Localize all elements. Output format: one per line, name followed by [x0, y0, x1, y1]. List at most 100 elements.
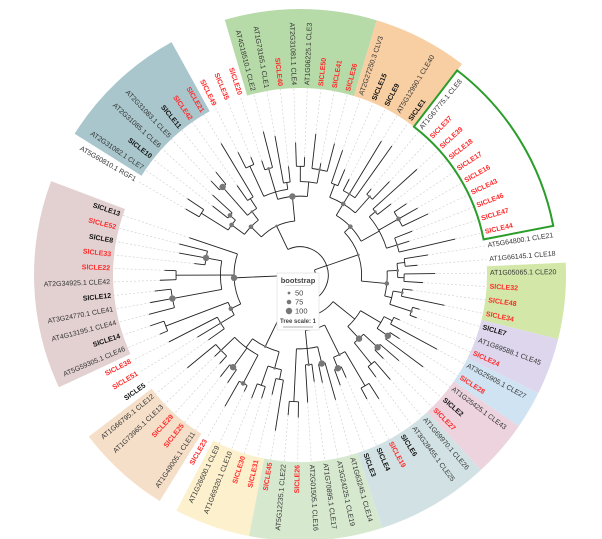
clade-band-clade-cle20	[481, 262, 566, 340]
branch	[287, 401, 290, 416]
leaf-label: AT1G06225.1 CLE3	[304, 22, 313, 85]
branch	[220, 314, 235, 324]
leaf-guide-line	[375, 376, 412, 426]
leaf-label: SlCLE35	[212, 72, 229, 101]
branch-arc	[245, 163, 255, 169]
branch-arc	[376, 316, 385, 329]
branch	[212, 194, 233, 214]
branch	[324, 362, 336, 400]
bootstrap-node	[368, 195, 372, 199]
branch	[185, 208, 200, 218]
branch	[306, 348, 310, 365]
leaf-guide-line	[342, 97, 361, 151]
leaf-guide-line	[436, 349, 465, 365]
branch	[326, 143, 335, 172]
leaf-guide-line	[412, 206, 475, 232]
branch	[242, 354, 259, 384]
bootstrap-legend: bootstrap 50 75 100 Tree scale: 1	[276, 272, 320, 331]
leaf-label: SlCLE26	[294, 465, 301, 494]
leaf-guide-line	[114, 254, 195, 264]
leaf-guide-line	[435, 272, 487, 274]
leaf-label: SlCLE43	[470, 178, 499, 197]
leaf-guide-line	[390, 379, 423, 417]
branch	[393, 290, 403, 294]
bootstrap-node	[169, 295, 176, 302]
highlight-box	[412, 68, 555, 241]
clade-band-clade-tdif	[33, 181, 131, 388]
clade-band-clade-cle11-13	[88, 388, 202, 502]
branch	[304, 330, 308, 349]
branch	[389, 332, 400, 340]
legend-title: bootstrap	[281, 276, 316, 285]
leaf-guide-line	[118, 314, 150, 323]
branch	[360, 310, 381, 324]
tree-branches	[148, 131, 456, 431]
bootstrap-node	[396, 269, 400, 272]
branch	[168, 316, 218, 343]
branch	[262, 131, 273, 168]
leaf-guides	[113, 88, 487, 462]
branch	[368, 383, 380, 400]
leaf-guide-line	[155, 367, 188, 395]
branch	[220, 143, 254, 198]
branch	[271, 378, 277, 395]
branch	[150, 298, 173, 304]
branch	[231, 224, 245, 235]
branch	[311, 364, 315, 382]
branch-arc	[198, 209, 205, 218]
branch	[402, 288, 413, 291]
bootstrap-node	[267, 167, 271, 170]
branch	[348, 140, 382, 195]
leaf-guide-line	[145, 169, 188, 199]
branch	[293, 348, 297, 402]
branch	[172, 288, 222, 299]
leaf-guide-line	[444, 304, 484, 314]
clade-band-clade-cle43	[427, 381, 519, 470]
branch	[398, 207, 418, 220]
leaf-label: AT2G01505.1 CLE16	[308, 464, 319, 531]
branch	[224, 381, 240, 407]
bootstrap-node	[334, 365, 342, 372]
branch	[372, 169, 418, 210]
leaf-guide-line	[153, 158, 213, 207]
branch	[354, 196, 370, 214]
branch	[412, 306, 420, 310]
branch	[219, 355, 227, 364]
branch	[396, 240, 410, 246]
leaf-guide-line	[406, 170, 456, 205]
bootstrap-node	[396, 216, 401, 222]
leaf-guide-line	[370, 130, 420, 190]
branch	[276, 225, 289, 250]
leaf-guide-line	[283, 415, 289, 462]
branch	[149, 320, 165, 327]
legend-label-100: 100	[295, 307, 308, 316]
leaf-guide-line	[227, 102, 252, 158]
branch	[409, 314, 417, 319]
clade-band-clade-cle25-26	[357, 412, 481, 529]
leaf-guide-line	[416, 149, 439, 170]
branch	[389, 303, 412, 312]
branch	[384, 295, 392, 299]
leaf-label: SlCLE32	[489, 284, 518, 293]
branch	[374, 349, 384, 359]
branch	[210, 180, 220, 191]
leaf-guide-line	[455, 232, 483, 240]
leaf-guide-line	[399, 338, 458, 377]
leaf-label: AT2G34925.1 CLE42	[44, 279, 111, 288]
branch	[249, 165, 265, 197]
branch	[237, 152, 247, 169]
branch	[274, 135, 284, 184]
branch	[243, 385, 248, 392]
bootstrap-node	[384, 332, 392, 339]
branch-arc	[331, 182, 339, 187]
leaf-guide-line	[304, 88, 308, 158]
leaf-guide-line	[409, 219, 479, 242]
branch	[222, 186, 248, 216]
bootstrap-node	[275, 224, 279, 228]
branch-arc	[368, 216, 387, 249]
legend-node-75	[286, 299, 292, 305]
clade-band-clade-cle14-22	[248, 452, 383, 539]
leaf-label: SlCLE12	[83, 293, 112, 303]
branch-arc	[234, 337, 259, 356]
